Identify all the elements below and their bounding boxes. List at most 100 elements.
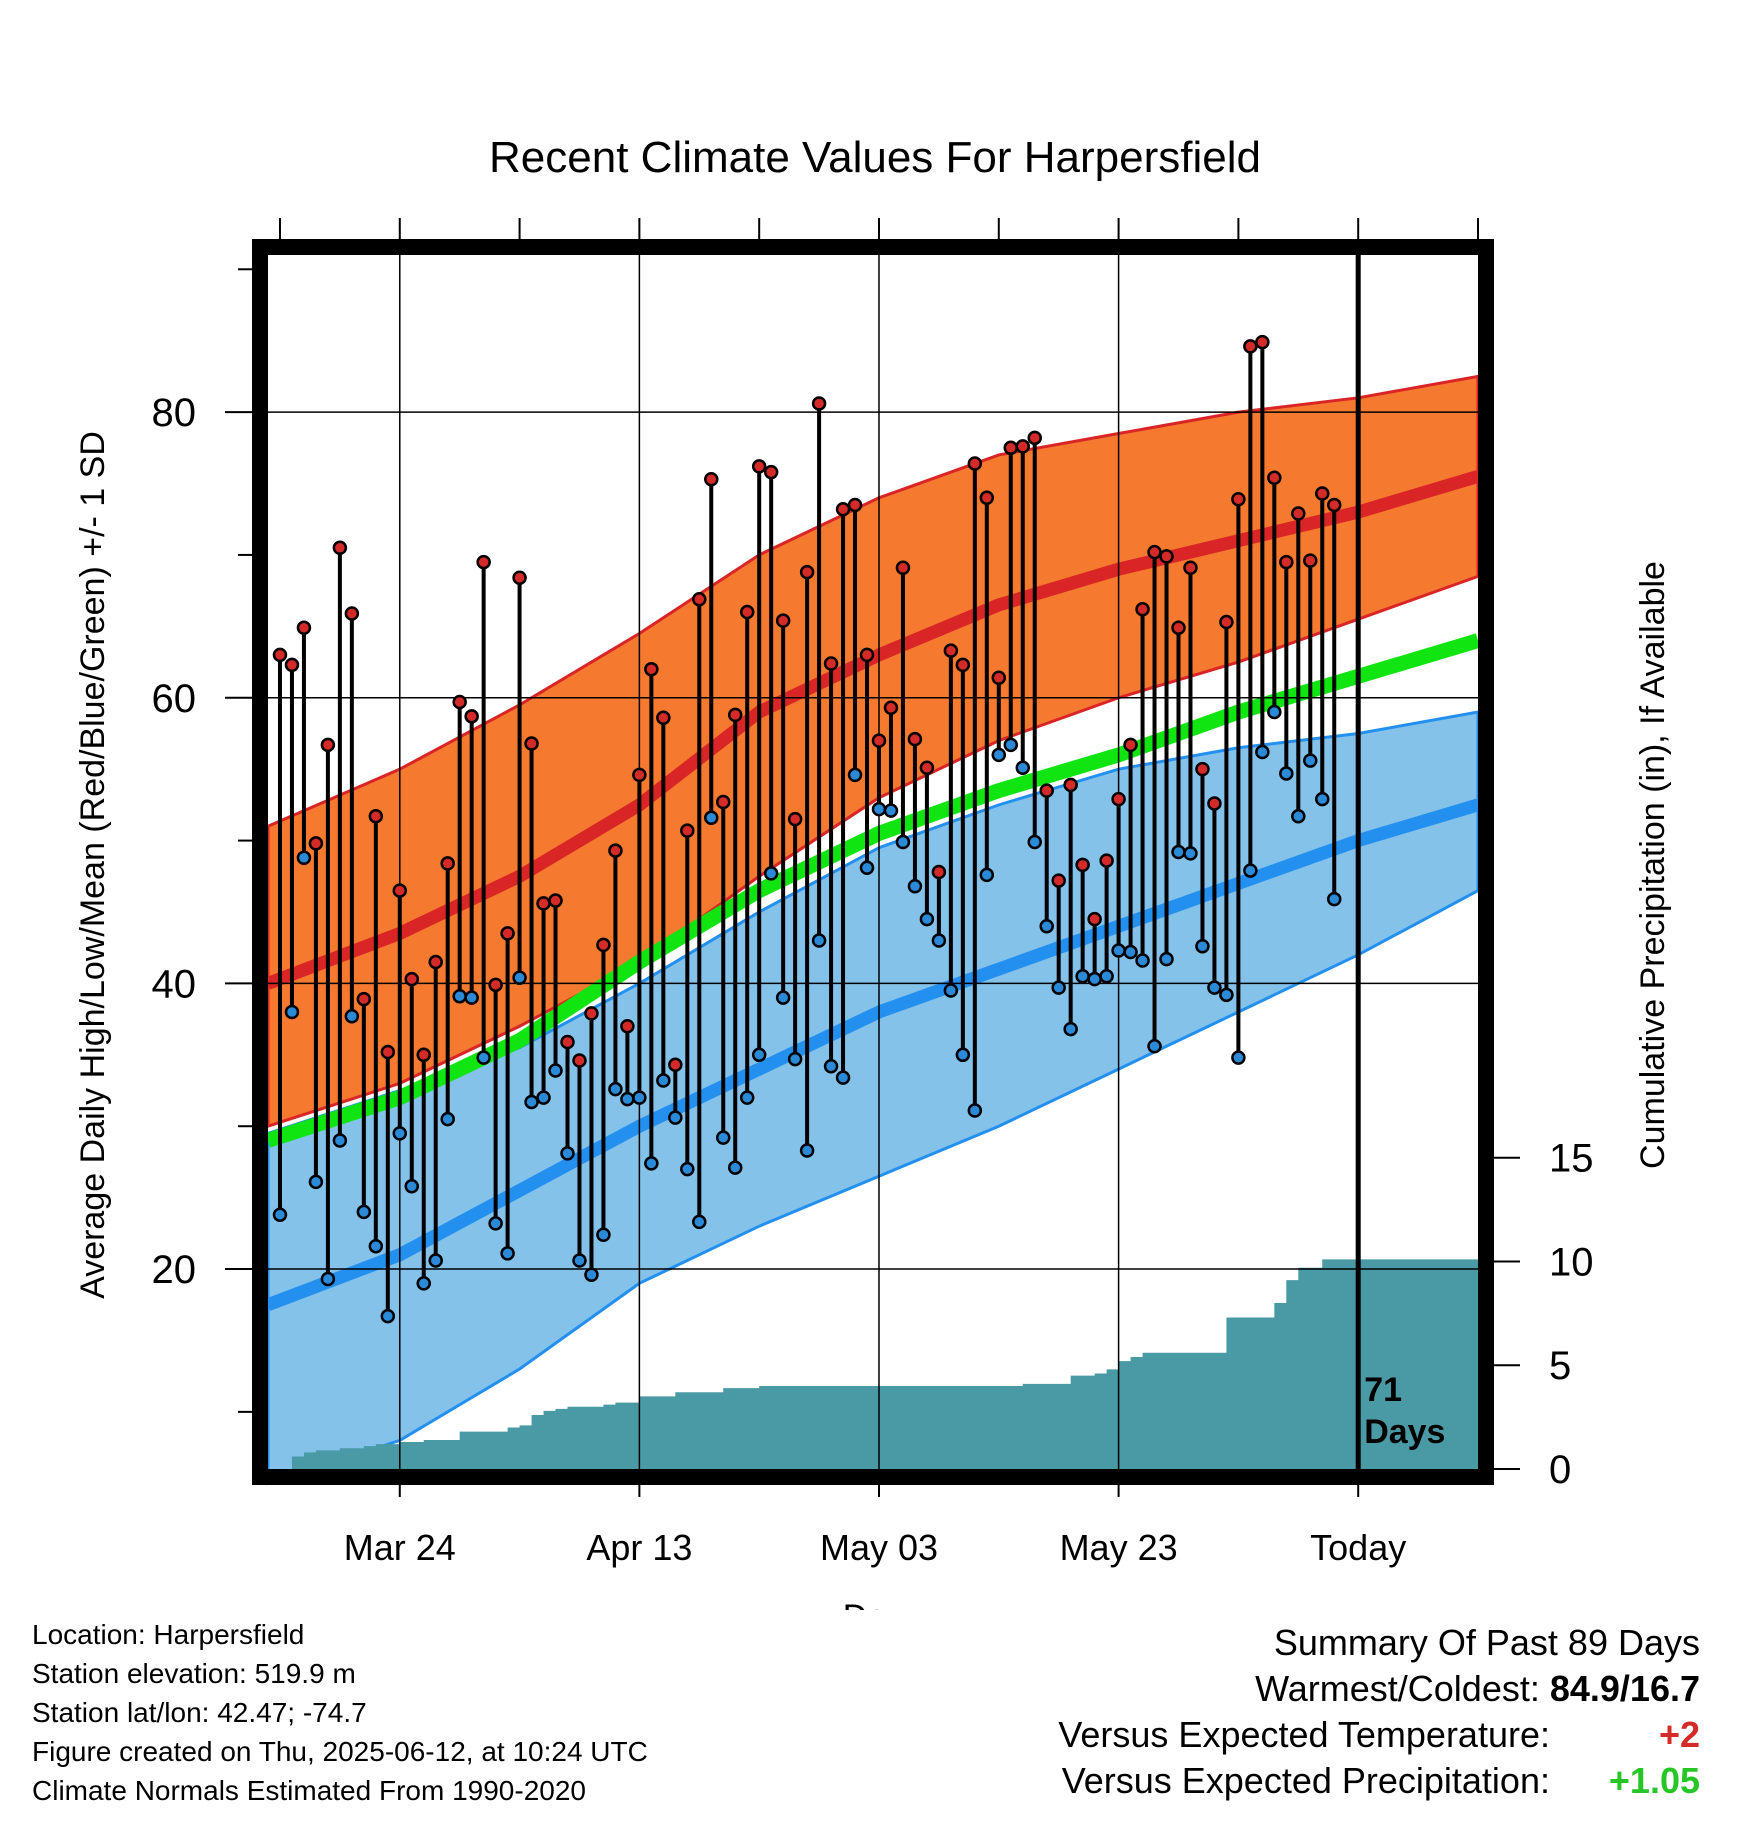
low-point [1123, 944, 1138, 960]
high-point [584, 1006, 599, 1021]
low-point [356, 1204, 372, 1220]
high-point [548, 893, 563, 908]
low-point [1075, 969, 1090, 984]
x-axis-ticks: Mar 24 Apr 13 May 03 May 23 Today [278, 218, 1479, 1568]
y-tick-label: 40 [152, 962, 197, 1006]
low-point [284, 1004, 300, 1020]
day-observation [1159, 549, 1174, 967]
day-observation [1267, 470, 1282, 720]
low-point [440, 1111, 455, 1127]
high-point [512, 570, 527, 586]
day-observation [272, 647, 288, 1223]
high-point [835, 501, 851, 517]
high-point [692, 591, 707, 607]
day-observation [991, 670, 1007, 763]
low-point [332, 1133, 348, 1148]
low-point [1255, 744, 1270, 760]
day-observation [536, 896, 551, 1105]
low-point [991, 747, 1007, 763]
high-point [871, 733, 887, 748]
day-observation [1039, 783, 1054, 934]
day-observation [895, 560, 911, 850]
low-point [1039, 919, 1054, 934]
high-point [1063, 777, 1078, 793]
low-point [272, 1207, 288, 1223]
high-point [1087, 911, 1102, 927]
low-point [835, 1070, 851, 1085]
high-point [332, 540, 348, 556]
normals-text: Climate Normals Estimated From 1990-2020 [32, 1775, 586, 1806]
low-point [1087, 971, 1102, 987]
day-observation [1063, 777, 1078, 1037]
y-tick-label: 80 [152, 391, 197, 435]
y2-tick-label: 15 [1549, 1137, 1594, 1181]
low-point [943, 983, 959, 998]
high-point [308, 836, 324, 851]
day-observation [955, 657, 971, 1063]
x-tick-label: Mar 24 [344, 1527, 456, 1568]
precipitation-area [268, 1259, 1478, 1469]
y2-tick-label: 5 [1549, 1344, 1571, 1388]
summary-panel: Summary Of Past 89 Days Warmest/Coldest:… [1058, 1620, 1700, 1804]
low-point [1279, 766, 1294, 781]
latlon-text: Station lat/lon: 42.47; -74.7 [32, 1697, 367, 1728]
low-point [763, 866, 779, 881]
day-observation [476, 554, 491, 1065]
elevation-text: Station elevation: 519.9 m [32, 1658, 356, 1689]
day-observation [560, 1034, 575, 1161]
low-point [524, 1094, 539, 1110]
day-observation [931, 864, 947, 948]
low-point [967, 1103, 983, 1118]
day-observation [1255, 334, 1270, 760]
high-point [536, 896, 551, 911]
high-point [919, 760, 935, 775]
day-observation [296, 620, 312, 865]
high-point [763, 464, 779, 480]
created-text: Figure created on Thu, 2025-06-12, at 10… [32, 1736, 648, 1767]
high-point [895, 560, 911, 576]
y2-tick-label: 10 [1549, 1240, 1594, 1284]
day-observation [883, 700, 899, 818]
low-point [680, 1161, 695, 1177]
high-point [1207, 796, 1222, 811]
high-point [704, 471, 719, 487]
low-point [560, 1146, 575, 1161]
high-point [620, 1018, 635, 1034]
low-point [727, 1160, 743, 1175]
low-point [428, 1253, 443, 1268]
day-observation [1303, 553, 1318, 768]
day-observation [452, 694, 467, 1004]
day-observation [1123, 737, 1138, 960]
high-point [1159, 549, 1174, 564]
low-point [715, 1130, 731, 1145]
high-point [596, 937, 611, 953]
high-point [1147, 544, 1162, 560]
low-point [907, 879, 923, 894]
day-observation [512, 570, 527, 985]
high-point [404, 971, 420, 987]
high-point [883, 700, 899, 716]
climate-chart: Recent Climate Values For Harpersfield 7… [74, 133, 1672, 1610]
day-observation [632, 767, 647, 1105]
location-text: Location: Harpersfield [32, 1619, 305, 1650]
day-observation [943, 643, 959, 998]
day-observation [1051, 873, 1066, 995]
today-days-label: Days [1364, 1413, 1445, 1451]
day-observation [811, 396, 827, 948]
high-point [608, 843, 623, 858]
day-observation [656, 710, 671, 1088]
day-observation [356, 991, 372, 1220]
day-observation [1015, 439, 1031, 775]
high-point [847, 497, 863, 513]
day-observation [428, 954, 443, 1268]
high-point [1015, 439, 1031, 454]
low-point [656, 1073, 671, 1088]
today-days-number: 71 [1364, 1371, 1402, 1409]
temp-value: +2 [1658, 1714, 1700, 1755]
low-point [919, 911, 935, 927]
low-point [799, 1143, 815, 1158]
high-point [1231, 491, 1246, 507]
station-info: Location: Harpersfield Station elevation… [32, 1615, 648, 1810]
high-point [1243, 339, 1258, 354]
low-point [536, 1090, 551, 1105]
